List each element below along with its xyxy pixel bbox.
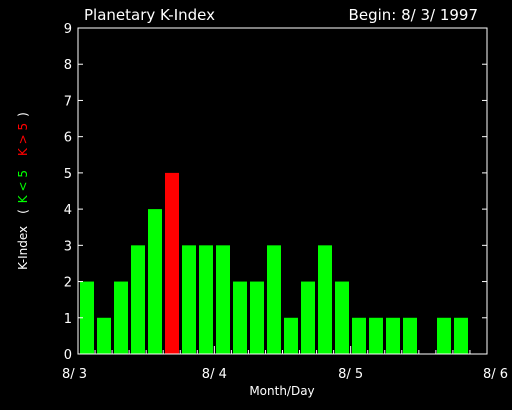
bar-1 [97,317,111,354]
legend-high: K > 5 [16,123,30,156]
bar-19 [403,317,417,354]
y-tick-label-2: 2 [64,276,72,291]
x-tick-label-1: 8/ 4 [202,367,227,382]
y-tick-label-9: 9 [64,22,72,37]
y-tick-label-4: 4 [64,203,72,218]
chart-subtitle: Begin: 8/ 3/ 1997 [349,6,478,24]
bar-18 [386,317,400,354]
x-tick-label-2: 8/ 5 [338,367,363,382]
y-axis-legend-label: K-Index ( K < 5 K > 5) [16,112,30,270]
x-tick-label-0: 8/ 3 [62,367,87,382]
bar-12 [284,317,298,354]
bar-16 [352,317,366,354]
bar-14 [318,245,332,354]
legend-open-paren: ( [16,209,30,214]
bar-0 [80,281,94,354]
bar-10 [250,281,264,354]
y-tick-label-8: 8 [64,58,72,73]
y-tick-label-5: 5 [64,167,72,182]
bar-9 [233,281,247,354]
bar-6 [182,245,196,354]
bar-5 [165,172,179,354]
bar-11 [267,245,281,354]
chart-title: Planetary K-Index [84,6,215,24]
y-axis: 0 1 2 3 4 5 6 7 8 9 [64,22,487,363]
bar-2 [114,281,128,354]
x-axis-label: Month/Day [249,384,314,398]
bar-22 [454,317,468,354]
legend-low: K < 5 [16,170,30,203]
y-tick-label-6: 6 [64,131,72,146]
legend-close-paren: ) [16,112,30,117]
y-tick-label-0: 0 [64,348,72,363]
y-tick-label-7: 7 [64,94,72,109]
bar-4 [148,209,162,354]
bars-group [80,172,468,354]
x-tick-label-3: 8/ 6 [483,367,508,382]
bar-8 [216,245,230,354]
y-tick-label-1: 1 [64,312,72,327]
bar-7 [199,245,213,354]
y-axis-label: K-Index [16,226,30,270]
bar-17 [369,317,383,354]
x-axis: 8/ 3 8/ 4 8/ 5 8/ 6 [62,346,508,382]
bar-3 [131,245,145,354]
bar-15 [335,281,349,354]
bar-21 [437,317,451,354]
bar-13 [301,281,315,354]
y-tick-label-3: 3 [64,239,72,254]
